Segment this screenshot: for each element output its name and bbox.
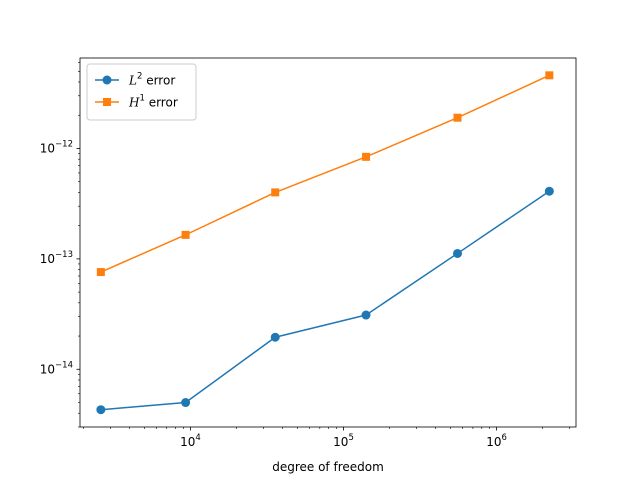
series-l2-line: [100, 190, 550, 411]
x-tick-label: 105: [333, 433, 354, 449]
x-tick-base: 10: [333, 435, 348, 449]
series-l2: [96, 186, 554, 415]
series-h1: [96, 71, 554, 277]
series-h1-point: [545, 71, 554, 80]
plot-frame: [79, 57, 577, 428]
legend-l2-entry: L2 error: [95, 72, 175, 88]
x-tick-label: 104: [180, 433, 201, 449]
legend-label-superscript: 1: [139, 94, 144, 104]
legend-l2-label: L2 error: [128, 72, 175, 88]
legend-label-variable: L: [128, 74, 137, 88]
x-tick-label: 106: [486, 433, 507, 449]
legend-label-text: error: [142, 74, 175, 88]
series-l2-point: [453, 248, 463, 258]
series-h1-point: [453, 113, 462, 122]
x-tick-exponent: 4: [195, 433, 200, 443]
legend-h1-swatch-point: [103, 98, 111, 106]
x-tick-base: 10: [180, 435, 195, 449]
series-h1-point: [96, 268, 105, 277]
x-tick-exponent: 6: [502, 433, 507, 443]
y-tick-exponent: −12: [55, 139, 73, 149]
series-h1-point: [362, 152, 371, 161]
y-tick-exponent: −13: [55, 250, 73, 260]
series-l2-point: [181, 398, 191, 408]
legend-h1-entry: H1 error: [95, 94, 178, 110]
legend-l2-swatch-point: [102, 75, 112, 85]
y-tick-base: 10: [40, 141, 55, 155]
legend-label-variable: H: [128, 96, 140, 110]
series-layer: [96, 71, 554, 415]
legend-label-superscript: 2: [137, 72, 142, 82]
y-tick-base: 10: [40, 252, 55, 266]
series-l2-point: [270, 332, 280, 342]
legend-label-text: error: [145, 96, 178, 110]
series-l2-point: [361, 310, 371, 320]
x-tick-exponent: 5: [348, 433, 353, 443]
legend-h1-label: H1 error: [128, 94, 178, 110]
y-tick-base: 10: [40, 362, 55, 376]
series-h1-point: [181, 230, 190, 239]
series-l2-point: [96, 405, 106, 415]
y-tick-label: 10−13: [40, 250, 73, 266]
legend-box: [86, 63, 197, 121]
y-tick-label: 10−12: [40, 139, 73, 155]
x-tick-base: 10: [486, 435, 501, 449]
series-l2-point: [544, 186, 554, 196]
series-h1-point: [271, 188, 280, 197]
y-tick-label: 10−14: [40, 360, 73, 376]
y-tick-exponent: −14: [55, 360, 73, 370]
x-axis-label: degree of freedom: [272, 460, 384, 474]
series-h1-line: [100, 74, 550, 273]
